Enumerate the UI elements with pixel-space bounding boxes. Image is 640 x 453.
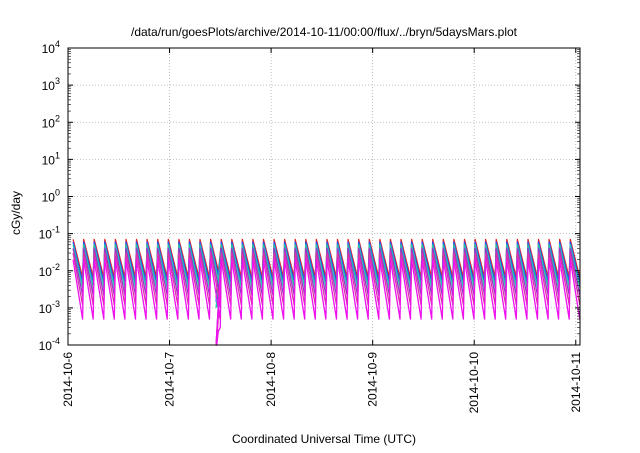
y-tick-label: 104	[42, 39, 60, 56]
x-tick-label: 2014-10-11	[569, 352, 583, 413]
x-tick-label: 2014-10-10	[467, 352, 481, 414]
y-tick-label: 101	[42, 150, 60, 167]
chart-title: /data/run/goesPlots/archive/2014-10-11/0…	[131, 25, 518, 39]
series-group	[72, 238, 581, 346]
y-tick-label: 10-4	[39, 336, 60, 353]
y-tick-label: 103	[42, 76, 60, 93]
x-tick-label: 2014-10-6	[61, 352, 75, 407]
y-tick-label: 10-2	[39, 262, 60, 279]
x-tick-label: 2014-10-8	[264, 352, 278, 407]
y-tick-label: 100	[42, 188, 60, 205]
series-line	[72, 258, 581, 346]
x-tick-label: 2014-10-7	[163, 352, 177, 407]
y-tick-label: 10-3	[39, 299, 60, 316]
x-axis-label: Coordinated Universal Time (UTC)	[232, 432, 416, 446]
y-tick-label: 10-1	[39, 225, 60, 242]
y-axis-label: cGy/day	[9, 191, 23, 235]
y-tick-label: 102	[42, 113, 60, 130]
tick-labels: 10-4 10-3 10-2 10-1 100 101 102 103 104 2014-10-6…	[39, 39, 583, 413]
x-tick-label: 2014-10-9	[366, 352, 380, 407]
